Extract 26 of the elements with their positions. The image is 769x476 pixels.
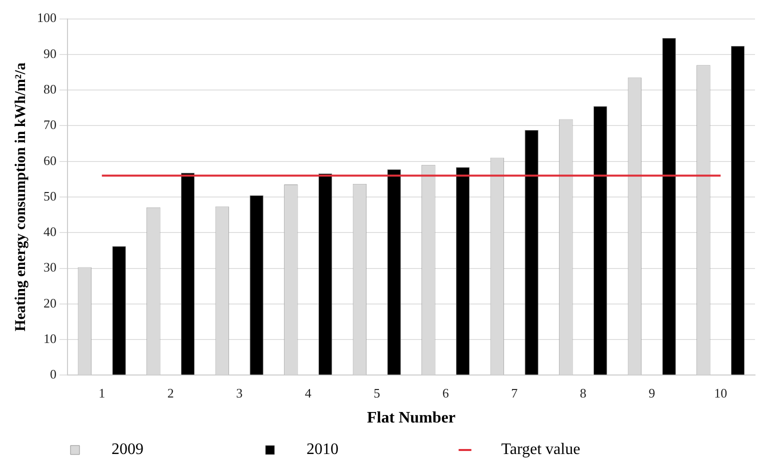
- y-tick-label: 80: [44, 82, 56, 96]
- x-tick-label: 2: [167, 385, 174, 400]
- x-axis-title: Flat Number: [367, 410, 456, 427]
- x-tick-label: 3: [236, 385, 243, 400]
- x-tick-label: 9: [648, 385, 656, 400]
- x-tick-label: 8: [580, 385, 586, 400]
- x-tick-label: 7: [511, 385, 518, 400]
- x-tick-label: 5: [374, 385, 380, 400]
- x-tick-label: 4: [304, 385, 312, 400]
- x-tick-label: 6: [442, 385, 450, 400]
- y-tick-label: 50: [44, 188, 56, 204]
- x-tick-label: 10: [714, 385, 728, 400]
- y-tick-label: 60: [44, 152, 56, 168]
- legend-label: Target value: [478, 441, 692, 458]
- y-tick-label: 0: [50, 366, 56, 382]
- y-tick-label: 40: [44, 224, 56, 240]
- y-tick-label: 90: [44, 46, 56, 61]
- legend-label: 2009: [88, 441, 256, 458]
- y-axis-title: Heating energy consumption in kWh/m²/a: [12, 62, 29, 332]
- y-tick-label: 10: [44, 330, 56, 346]
- legend-label: 2010: [282, 441, 451, 458]
- x-tick-label: 1: [98, 385, 106, 400]
- y-tick-label: 20: [44, 295, 56, 310]
- y-tick-label: 70: [44, 117, 56, 132]
- y-tick-label: 30: [44, 260, 56, 275]
- y-tick-label: 100: [37, 10, 56, 26]
